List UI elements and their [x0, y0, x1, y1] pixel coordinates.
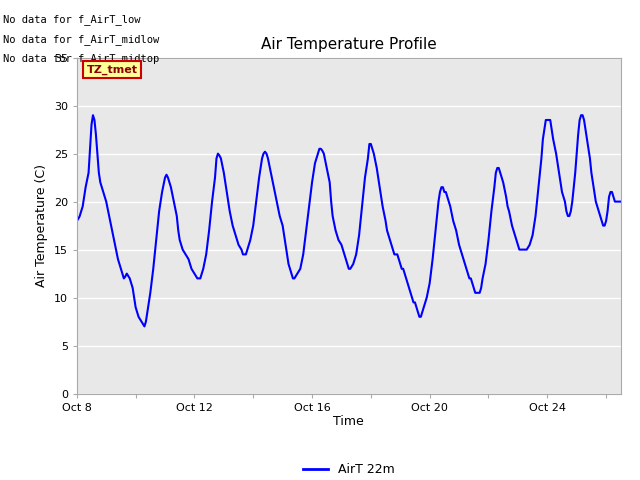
Text: No data for f_AirT_low: No data for f_AirT_low: [3, 14, 141, 25]
Text: TZ_tmet: TZ_tmet: [86, 64, 138, 75]
Y-axis label: Air Temperature (C): Air Temperature (C): [35, 164, 48, 287]
Legend: AirT 22m: AirT 22m: [298, 458, 399, 480]
X-axis label: Time: Time: [333, 415, 364, 429]
Text: No data for f_AirT_midlow: No data for f_AirT_midlow: [3, 34, 159, 45]
Title: Air Temperature Profile: Air Temperature Profile: [261, 37, 436, 52]
Text: No data for f_AirT_midtop: No data for f_AirT_midtop: [3, 53, 159, 64]
